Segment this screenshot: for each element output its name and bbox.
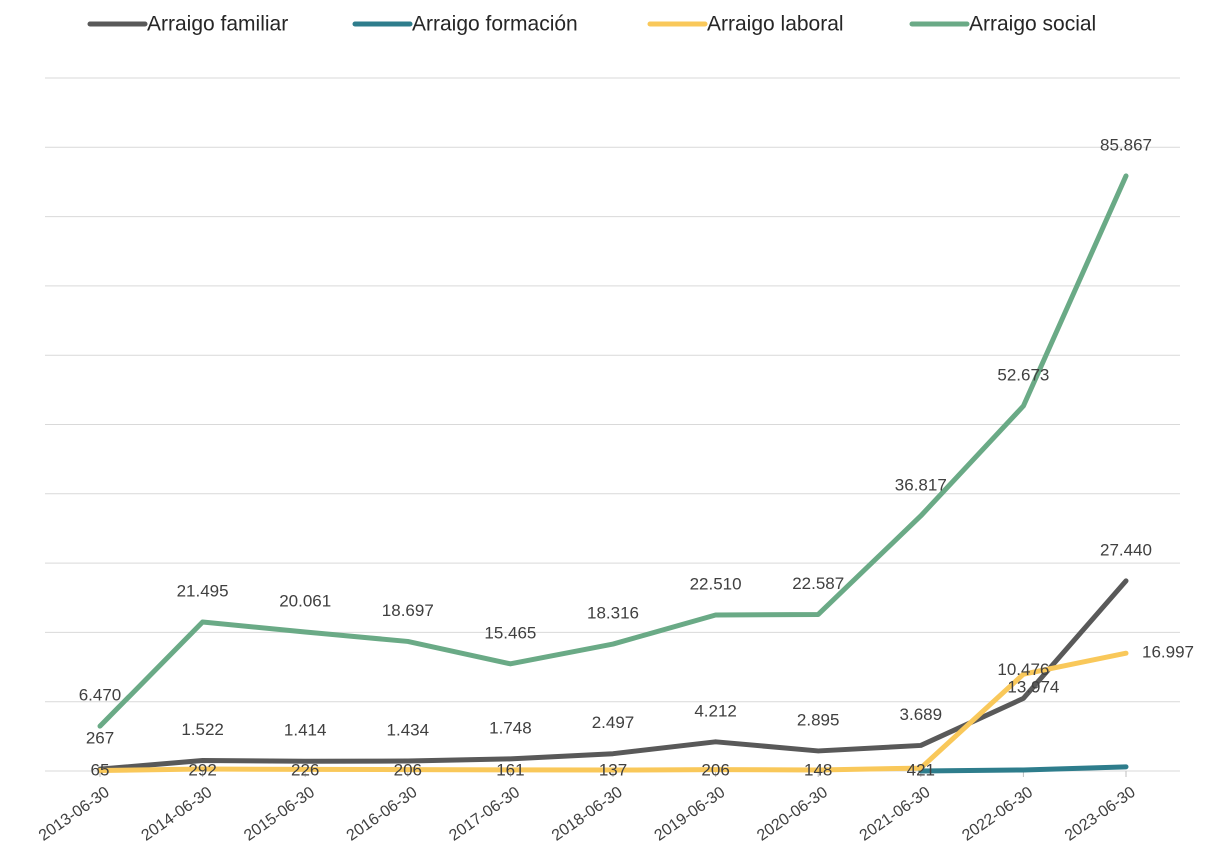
x-tick-label: 2016-06-30 <box>344 784 421 845</box>
series-line <box>97 173 1129 729</box>
data-label: 27.440 <box>1100 540 1152 559</box>
x-tick-label: 2018-06-30 <box>549 784 626 845</box>
data-label: 10.476 <box>997 660 1049 679</box>
data-label: 226 <box>291 760 319 779</box>
x-tick-label: 2017-06-30 <box>446 784 523 845</box>
data-label: 65 <box>91 760 110 779</box>
data-label: 13.974 <box>1007 678 1059 697</box>
x-tick-label: 2013-06-30 <box>36 784 113 845</box>
data-label: 36.817 <box>895 475 947 494</box>
data-label: 15.465 <box>484 623 536 642</box>
series-line <box>97 578 1129 772</box>
data-label: 161 <box>496 760 524 779</box>
data-label: 18.697 <box>382 601 434 620</box>
data-label: 85.867 <box>1100 135 1152 154</box>
data-label: 1.522 <box>181 720 224 739</box>
data-label: 20.061 <box>279 591 331 610</box>
x-tick-label: 2022-06-30 <box>959 784 1036 845</box>
x-tick-label: 2015-06-30 <box>241 784 318 845</box>
x-tick-label: 2020-06-30 <box>754 784 831 845</box>
series-line <box>97 650 1129 774</box>
data-label: 206 <box>394 760 422 779</box>
data-label: 2.497 <box>592 713 635 732</box>
data-label: 421 <box>907 760 935 779</box>
data-label: 1.748 <box>489 718 532 737</box>
data-label: 3.689 <box>900 705 943 724</box>
data-label: 22.587 <box>792 574 844 593</box>
data-label: 292 <box>188 760 216 779</box>
data-label: 1.434 <box>387 721 430 740</box>
legend-label: Arraigo formación <box>412 13 578 36</box>
data-label: 267 <box>86 729 114 748</box>
data-label: 148 <box>804 760 832 779</box>
x-tick-label: 2021-06-30 <box>857 784 934 845</box>
x-tick-label: 2023-06-30 <box>1062 784 1139 845</box>
data-label: 52.673 <box>997 365 1049 384</box>
data-label: 6.470 <box>79 686 122 705</box>
legend-label: Arraigo laboral <box>707 13 844 36</box>
data-label: 4.212 <box>694 701 737 720</box>
data-label: 137 <box>599 760 627 779</box>
legend-label: Arraigo social <box>969 13 1096 36</box>
data-label: 21.495 <box>177 582 229 601</box>
data-label: 22.510 <box>690 574 742 593</box>
series-line <box>918 764 1129 774</box>
legend-label: Arraigo familiar <box>147 13 288 36</box>
x-tick-label: 2014-06-30 <box>139 784 216 845</box>
data-label: 16.997 <box>1142 643 1194 662</box>
data-label: 18.316 <box>587 604 639 623</box>
x-tick-label: 2019-06-30 <box>652 784 729 845</box>
data-label: 1.414 <box>284 721 327 740</box>
data-label: 2.895 <box>797 710 840 729</box>
data-label: 206 <box>701 760 729 779</box>
